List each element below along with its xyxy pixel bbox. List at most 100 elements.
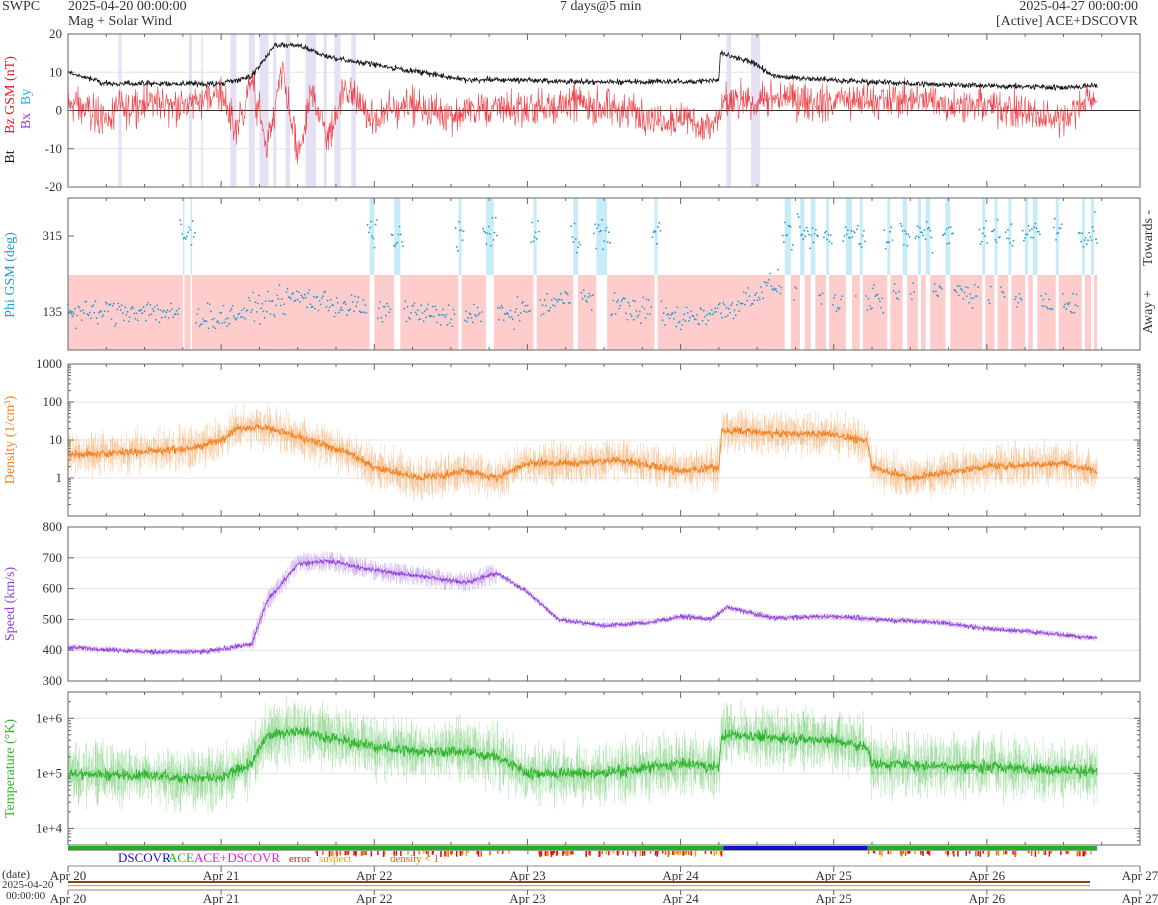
phi-point xyxy=(210,310,212,313)
quality-flag-mark xyxy=(608,851,610,856)
legend-ace-dscovr: ACE+DSCOVR xyxy=(194,850,280,865)
phi-point xyxy=(135,312,138,315)
phi-point xyxy=(798,225,801,228)
phi-point xyxy=(263,317,266,319)
phi-point xyxy=(409,318,411,320)
phi-point xyxy=(312,295,315,298)
phi-point xyxy=(75,327,77,330)
phi-point xyxy=(519,312,522,314)
phi-point xyxy=(746,299,749,302)
quality-flag-mark xyxy=(679,851,682,855)
phi-point xyxy=(737,300,739,303)
phi-point xyxy=(211,318,214,321)
phi-point xyxy=(624,297,626,300)
phi-point xyxy=(242,316,244,319)
x-tick-label-upper: Apr 24 xyxy=(662,868,699,883)
phi-point xyxy=(931,251,934,254)
phi-point xyxy=(793,298,795,301)
quality-flag-mark xyxy=(360,851,363,856)
quality-flag-mark xyxy=(643,851,646,856)
phi-point xyxy=(222,304,225,307)
x-tick-label-lower: Apr 27 xyxy=(1122,891,1158,905)
phi-point xyxy=(643,307,646,310)
phi-point xyxy=(600,229,602,232)
phi-point xyxy=(160,316,163,319)
phi-point xyxy=(662,312,665,315)
quality-flag-mark xyxy=(928,851,931,856)
phi-point xyxy=(778,285,781,287)
phi-point xyxy=(1023,239,1025,242)
quality-flag-mark xyxy=(477,851,480,857)
phi-point xyxy=(202,318,204,320)
quality-flag-mark xyxy=(413,851,415,856)
phi-point xyxy=(271,300,274,303)
toward-sector-band xyxy=(945,198,951,275)
phi-point xyxy=(999,236,1001,238)
phi-point xyxy=(613,291,616,294)
phi-point xyxy=(259,323,261,326)
phi-point xyxy=(494,216,497,219)
toward-sector-band xyxy=(925,198,931,275)
phi-point xyxy=(952,232,954,235)
phi-point xyxy=(681,324,683,326)
phi-point xyxy=(626,318,629,321)
quality-flag-mark xyxy=(874,851,876,854)
phi-point xyxy=(827,233,830,236)
quality-flag-mark xyxy=(979,851,981,857)
toward-gap xyxy=(982,275,986,350)
phi-point xyxy=(212,325,215,328)
phi-point xyxy=(90,317,92,320)
quality-flag-mark xyxy=(887,851,889,855)
phi-point xyxy=(348,309,351,312)
phi-point xyxy=(272,313,275,316)
phi-point xyxy=(720,312,722,315)
quality-flag-mark xyxy=(1090,851,1092,855)
quality-flag-mark xyxy=(462,851,464,855)
quality-flag-mark xyxy=(881,851,883,857)
phi-point xyxy=(548,310,551,312)
phi-point xyxy=(530,241,532,244)
phi-point xyxy=(473,303,475,306)
quality-flag-mark xyxy=(407,851,409,855)
phi-point xyxy=(961,289,964,292)
away-sector-fill xyxy=(68,275,1098,350)
density-axis-label: Density (1/cm³) xyxy=(3,395,18,484)
mag-ytick-label: -20 xyxy=(45,179,62,194)
phi-point xyxy=(533,236,536,239)
phi-point xyxy=(110,318,113,320)
phi-point xyxy=(628,304,631,307)
phi-point xyxy=(1042,298,1045,301)
toward-gap xyxy=(845,275,853,350)
toward-gap xyxy=(887,275,891,350)
phi-point xyxy=(178,307,180,310)
phi-point xyxy=(916,225,919,228)
phi-point xyxy=(383,305,386,308)
phi-point xyxy=(770,285,773,287)
phi-point xyxy=(814,228,817,231)
phi-point xyxy=(346,314,348,316)
phi-point xyxy=(282,312,284,315)
phi-point xyxy=(680,328,682,331)
phi-point xyxy=(120,304,123,306)
phi-point xyxy=(228,322,231,325)
toward-gap xyxy=(1032,275,1038,350)
phi-point xyxy=(747,287,750,289)
phi-point xyxy=(278,284,281,287)
phi-point xyxy=(912,282,914,284)
phi-point xyxy=(809,247,811,250)
phi-point xyxy=(251,309,254,311)
x-tick-label-lower: Apr 20 xyxy=(50,891,86,905)
phi-point xyxy=(175,309,178,312)
phi-point xyxy=(506,312,508,314)
phi-point xyxy=(801,233,803,236)
x-tick-label-lower: Apr 23 xyxy=(509,891,545,905)
phi-point xyxy=(872,287,874,290)
phi-point xyxy=(309,303,312,306)
timeline-bar xyxy=(68,881,1090,883)
phi-point xyxy=(123,319,125,322)
quality-flag-mark xyxy=(641,851,644,856)
phi-point xyxy=(167,317,170,319)
quality-flag-mark xyxy=(612,851,615,854)
phi-point xyxy=(604,229,607,232)
phi-point xyxy=(833,296,835,299)
